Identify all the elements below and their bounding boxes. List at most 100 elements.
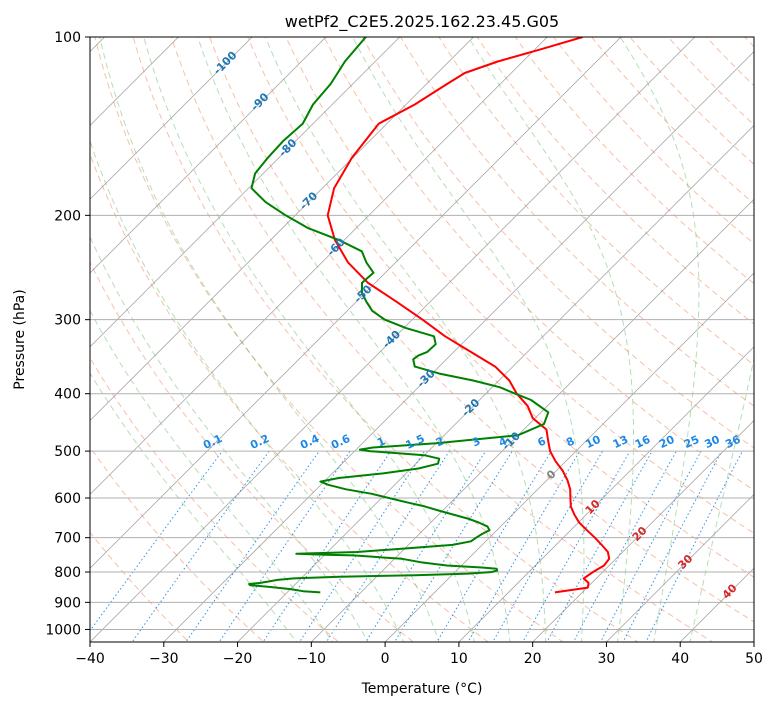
mixing-ratio-label: 30 (702, 433, 722, 451)
moist-adiabat (467, 37, 634, 642)
isotherm-line (458, 346, 754, 642)
isotherm-label: 20 (630, 524, 650, 544)
mixing-ratio-label: 10 (583, 433, 603, 451)
mixing-ratio-line (522, 450, 631, 642)
isotherm-line (90, 37, 253, 200)
dry-adiabat (285, 37, 754, 535)
mixing-ratio-label: 3 (470, 434, 482, 449)
dry-adiabat (705, 37, 754, 87)
temperature-profile (326, 37, 611, 594)
x-tick-label: 30 (598, 651, 616, 667)
profiles (248, 37, 611, 594)
chart-title: wetPf2_C2E5.2025.162.23.45.G05 (285, 12, 559, 32)
moist-adiabat (352, 37, 585, 642)
mixing-ratio-line (436, 450, 552, 642)
y-tick-label: 700 (54, 531, 81, 547)
isotherm-line (90, 37, 327, 274)
dry-adiabat (591, 37, 754, 205)
y-tick-label: 300 (54, 313, 81, 329)
isotherm-line (90, 37, 401, 348)
isotherm-line (236, 124, 754, 642)
mixing-ratio-labels: 0.1 0.2 0.4 0.6 1 1.5 2 3 4 6 8 10 13 16 20 25 30 36 (201, 432, 743, 452)
mixing-ratio-label: 0.2 (248, 432, 271, 452)
moist-adiabat (264, 37, 547, 642)
dry-adiabat (170, 37, 714, 642)
x-tick-label: −10 (297, 651, 327, 667)
dry-adiabat (476, 37, 754, 325)
mixing-ratio-label: 0.6 (329, 432, 352, 452)
dewpoint-profile (248, 37, 550, 594)
dry-adiabat (132, 37, 639, 642)
x-tick-label: 0 (381, 651, 390, 667)
isotherm-line (0, 10, 58, 654)
x-tick-label: −30 (149, 651, 179, 667)
mixing-ratio-label: 6 (536, 434, 549, 449)
mixing-ratio-label: 13 (611, 433, 630, 451)
mixing-ratio-line (131, 450, 270, 642)
isotherm-label: -80 (276, 136, 299, 159)
isotherm-line (384, 272, 754, 642)
y-axis-label: Pressure (hPa) (12, 289, 28, 389)
plot-frame (89, 36, 755, 643)
y-tick-label: 200 (54, 208, 81, 224)
isotherm-label: -20 (459, 396, 482, 419)
dry-adiabat (209, 37, 754, 623)
dry-adiabat (323, 37, 754, 491)
dry-adiabat (743, 37, 754, 48)
dry-adiabat (90, 531, 190, 642)
dry-adiabat (90, 446, 265, 642)
mixing-ratio-label: 25 (682, 433, 701, 451)
x-tick-label: −20 (223, 651, 253, 667)
isotherm-label: -90 (248, 90, 271, 113)
mixing-ratio-line (467, 450, 581, 642)
mixing-ratio-line (394, 450, 513, 642)
isotherm-label: -100 (211, 48, 240, 77)
x-tick-label: 20 (524, 651, 542, 667)
dry-adiabat (90, 261, 415, 642)
isotherm-line (605, 493, 754, 642)
y-axis-ticks: 100 200 300 400 500 600 700 800 900 1000 (45, 30, 90, 638)
moist-adiabat (689, 356, 754, 642)
dry-adiabat (756, 10, 775, 654)
mixing-ratio-label: 1.5 (404, 432, 427, 452)
mixing-ratio-label: 36 (723, 433, 743, 451)
isotherm-line (90, 37, 475, 422)
mixing-ratio-line (645, 450, 743, 642)
dry-adiabat (667, 37, 754, 126)
y-tick-label: 1000 (45, 622, 81, 638)
isotherm-label: 40 (720, 581, 740, 601)
isotherm-label: 0 (544, 467, 559, 482)
moist-adiabat (143, 37, 476, 642)
mixing-ratio-label: 0.1 (201, 432, 224, 452)
mixing-ratio-label: 20 (657, 433, 677, 451)
dry-adiabat (438, 37, 754, 366)
dry-adiabat (514, 37, 754, 285)
isotherm-line (90, 37, 548, 495)
moist-adiabat (619, 37, 700, 642)
dry-adiabat (90, 152, 490, 642)
mixing-ratio-label: 0.4 (298, 432, 321, 452)
isotherm-label: 30 (675, 552, 695, 572)
dry-adiabat (400, 37, 754, 407)
x-axis-label: Temperature (°C) (361, 681, 483, 697)
isotherm-line (532, 420, 754, 642)
moist-adiabat (90, 372, 298, 642)
dry-adiabat (90, 356, 340, 642)
y-tick-label: 100 (54, 30, 81, 46)
x-tick-label: −40 (75, 651, 105, 667)
isotherm-line (163, 51, 754, 642)
isotherm-label: 10 (583, 497, 603, 517)
y-tick-label: 400 (54, 387, 81, 403)
mixing-ratio-line (492, 450, 604, 642)
isotherm-label: -40 (380, 328, 403, 351)
isotherm-line (90, 37, 179, 126)
y-tick-label: 500 (54, 444, 81, 460)
isotherm-label: -30 (415, 367, 438, 390)
dry-adiabat (94, 37, 564, 642)
x-tick-label: 10 (450, 651, 468, 667)
x-tick-label: 40 (671, 651, 689, 667)
mixing-ratio-line (90, 450, 223, 632)
x-tick-label: 50 (745, 651, 763, 667)
moist-adiabat (99, 37, 440, 642)
